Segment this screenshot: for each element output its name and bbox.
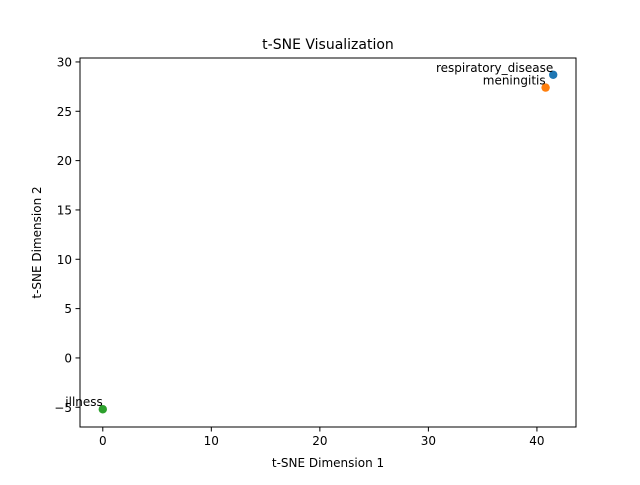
y-tick-label: 30	[57, 55, 72, 69]
x-tick-label: 10	[204, 434, 219, 448]
data-point	[541, 83, 550, 92]
data-point-label: meningitis	[483, 74, 546, 88]
y-axis-label: t-SNE Dimension 2	[30, 186, 44, 298]
plot-frame	[79, 57, 577, 428]
x-tick-label: 0	[99, 434, 107, 448]
y-tick-label: 0	[64, 351, 72, 365]
y-tick-label: −5	[54, 401, 72, 415]
data-point-label: illness	[65, 395, 103, 409]
y-tick-label: 10	[57, 253, 72, 267]
data-point-label: respiratory_disease	[436, 61, 553, 75]
chart-title: t-SNE Visualization	[262, 37, 394, 53]
data-point	[549, 70, 558, 79]
y-axis: −5 0 5 10 15 20 25 30	[54, 55, 80, 415]
y-tick-label: 5	[64, 302, 72, 316]
x-tick-label: 20	[312, 434, 327, 448]
data-point	[98, 405, 107, 414]
x-axis-label: t-SNE Dimension 1	[272, 456, 384, 470]
y-tick-label: 25	[57, 105, 72, 119]
x-tick-label: 30	[421, 434, 436, 448]
y-tick-label: 15	[57, 203, 72, 217]
y-tick-label: 20	[57, 154, 72, 168]
x-tick-label: 40	[529, 434, 544, 448]
x-axis: 0 10 20 30 40	[99, 427, 545, 448]
